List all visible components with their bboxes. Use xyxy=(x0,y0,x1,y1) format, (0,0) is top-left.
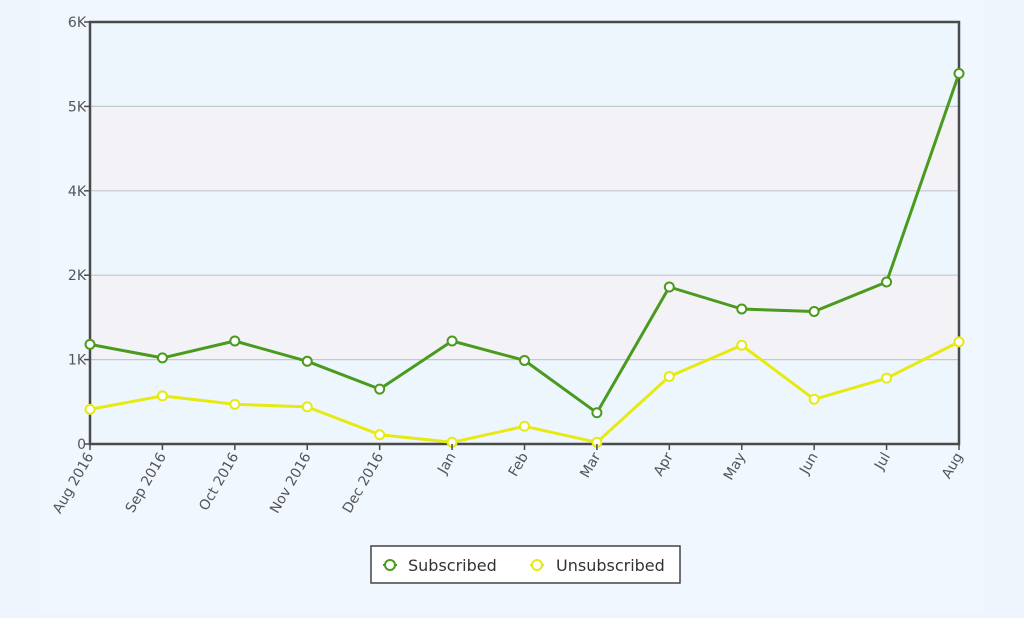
data-point-subscribed[interactable] xyxy=(301,355,313,367)
data-point-unsubscribed[interactable] xyxy=(519,420,530,432)
legend-label-subscribed: Subscribed xyxy=(408,556,497,575)
data-point-unsubscribed[interactable] xyxy=(229,398,241,410)
legend-marker-subscribed xyxy=(384,559,396,571)
legend-label-unsubscribed: Unsubscribed xyxy=(556,556,665,575)
legend-item-subscribed[interactable]: Subscribed xyxy=(383,556,497,575)
data-point-subscribed[interactable] xyxy=(519,354,530,366)
data-point-subscribed[interactable] xyxy=(229,335,241,347)
data-point-unsubscribed[interactable] xyxy=(374,429,386,441)
y-axis-ticks: 0 1K 2K 4K 5K 6K xyxy=(68,15,90,453)
legend-item-unsubscribed[interactable]: Unsubscribed xyxy=(530,556,665,575)
data-point-subscribed[interactable] xyxy=(808,305,820,317)
y-tick-label: 1K xyxy=(68,353,87,369)
data-point-subscribed[interactable] xyxy=(736,303,748,315)
series-points xyxy=(84,67,965,448)
data-point-unsubscribed[interactable] xyxy=(881,372,893,384)
data-point-unsubscribed[interactable] xyxy=(84,403,96,415)
data-point-unsubscribed[interactable] xyxy=(156,390,168,402)
legend[interactable]: Subscribed Unsubscribed xyxy=(370,545,681,584)
x-tick-label: Jul xyxy=(871,450,894,474)
data-point-subscribed[interactable] xyxy=(84,338,96,350)
y-tick-label: 0 xyxy=(77,437,86,453)
y-tick-label: 6K xyxy=(68,15,87,31)
legend-marker-unsubscribed xyxy=(531,559,543,571)
data-point-unsubscribed[interactable] xyxy=(736,339,748,351)
data-point-subscribed[interactable] xyxy=(446,335,458,347)
data-point-subscribed[interactable] xyxy=(881,276,893,288)
plot-band xyxy=(90,106,959,191)
data-point-unsubscribed[interactable] xyxy=(663,370,675,382)
data-point-subscribed[interactable] xyxy=(156,352,168,364)
plot-bands xyxy=(90,22,959,444)
plot-band xyxy=(90,275,959,360)
data-point-subscribed[interactable] xyxy=(374,383,386,395)
y-tick-label: 5K xyxy=(68,99,87,115)
data-point-unsubscribed[interactable] xyxy=(301,401,313,413)
data-point-unsubscribed[interactable] xyxy=(808,393,820,405)
data-point-subscribed[interactable] xyxy=(591,407,603,419)
plot-area xyxy=(90,22,959,444)
y-tick-label: 4K xyxy=(68,184,87,200)
data-point-subscribed[interactable] xyxy=(663,281,675,293)
y-tick-label: 2K xyxy=(68,268,87,284)
data-point-unsubscribed[interactable] xyxy=(953,336,965,348)
legend-box xyxy=(370,545,681,584)
data-point-subscribed[interactable] xyxy=(953,67,965,79)
grid-lines xyxy=(90,105,959,361)
